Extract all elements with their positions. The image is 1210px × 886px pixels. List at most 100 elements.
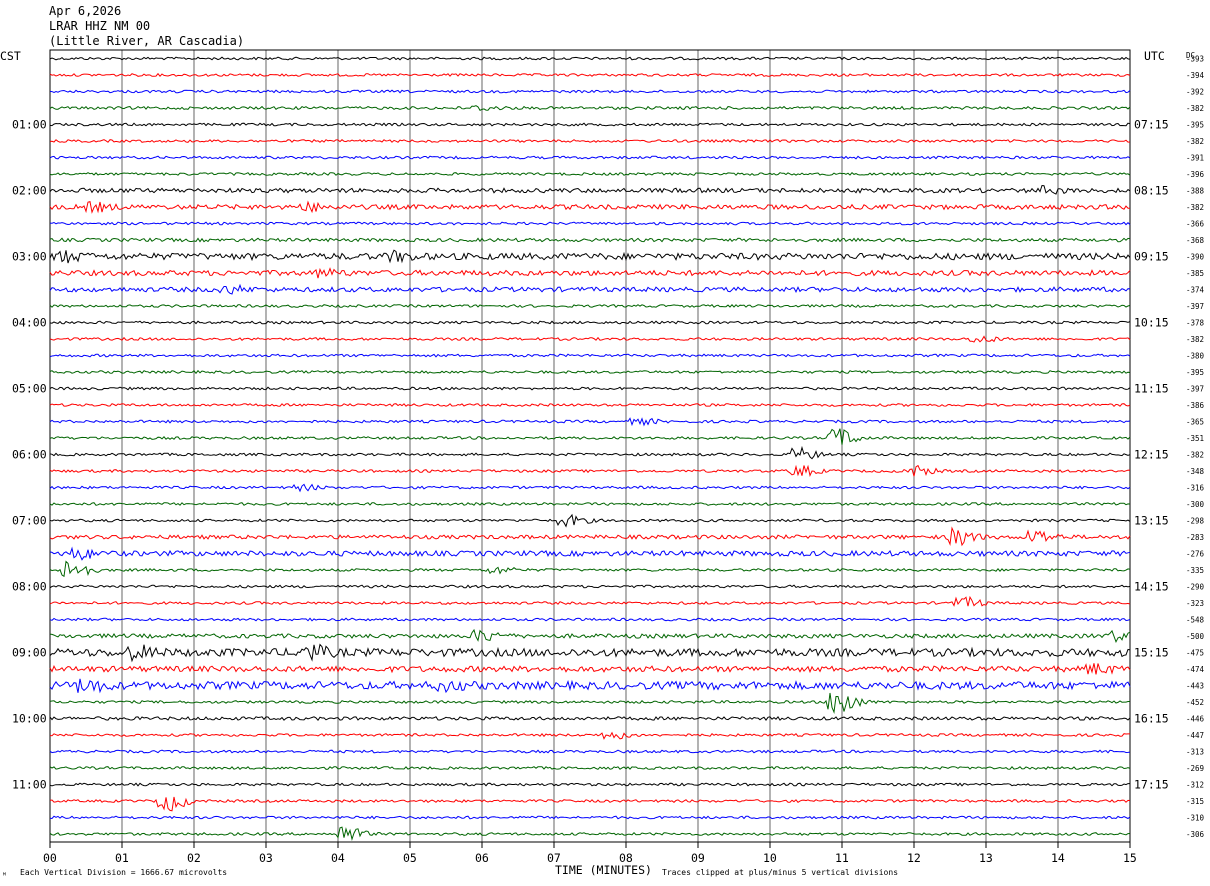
dc-offset-14: -374 <box>1186 286 1205 295</box>
utc-label-0: 07:15 <box>1134 118 1169 132</box>
dc-offset-3: -382 <box>1186 104 1204 113</box>
trace-43 <box>49 765 1131 771</box>
trace-44 <box>49 782 1130 787</box>
dc-offset-2: -392 <box>1186 88 1204 97</box>
dc-offset-21: -386 <box>1186 401 1205 410</box>
x-tick-label-01: 01 <box>115 851 129 865</box>
trace-21 <box>49 403 1131 408</box>
x-tick-label-10: 10 <box>763 851 777 865</box>
trace-28 <box>49 513 1131 528</box>
cst-label-2: 03:00 <box>12 250 47 264</box>
left-timezone-label: CST <box>0 49 21 63</box>
cst-label-3: 04:00 <box>12 316 47 330</box>
trace-20 <box>49 386 1131 391</box>
cst-label-7: 08:00 <box>12 580 47 594</box>
seismic-traces <box>49 56 1131 841</box>
dc-offset-16: -378 <box>1186 319 1205 328</box>
utc-hour-labels: 07:15 08:15 09:15 10:15 11:15 12:15 13:15 14:15… <box>1134 118 1169 792</box>
trace-45 <box>49 796 1131 812</box>
cst-label-1: 02:00 <box>12 184 47 198</box>
minute-gridlines <box>121 50 1059 842</box>
cst-label-5: 06:00 <box>12 448 47 462</box>
dc-offset-1: -394 <box>1186 71 1205 80</box>
trace-36 <box>49 643 1131 663</box>
x-tick-label-06: 06 <box>475 851 489 865</box>
trace-40 <box>49 716 1131 722</box>
dc-offset-12: -390 <box>1186 253 1205 262</box>
trace-10 <box>49 221 1131 226</box>
x-tick-label-15: 15 <box>1123 851 1137 865</box>
cst-hour-labels: 01:00 02:00 03:00 04:00 05:00 06:00 07:00 08:00… <box>12 118 47 792</box>
trace-0 <box>49 56 1131 61</box>
dc-offset-18: -380 <box>1186 352 1205 361</box>
trace-35 <box>49 628 1131 644</box>
header-location: (Little River, AR Cascadia) <box>49 34 244 48</box>
cst-label-9: 10:00 <box>12 712 47 726</box>
dc-offset-13: -385 <box>1186 269 1204 278</box>
utc-label-10: 17:15 <box>1134 778 1169 792</box>
utc-label-1: 08:15 <box>1134 184 1169 198</box>
x-tick-label-05: 05 <box>403 851 417 865</box>
trace-30 <box>49 546 1131 561</box>
clip-note: Traces clipped at plus/minus 5 vertical … <box>662 868 898 877</box>
cst-label-4: 05:00 <box>12 382 47 396</box>
utc-label-8: 15:15 <box>1134 646 1169 660</box>
trace-37 <box>49 663 1131 675</box>
cst-label-10: 11:00 <box>12 778 47 792</box>
dc-offset-26: -316 <box>1186 484 1205 493</box>
utc-label-7: 14:15 <box>1134 580 1169 594</box>
dc-offset-19: -395 <box>1186 368 1204 377</box>
trace-27 <box>49 501 1131 506</box>
dc-label: DC <box>1186 51 1195 60</box>
utc-label-6: 13:15 <box>1134 514 1169 528</box>
trace-19 <box>49 369 1131 375</box>
cst-label-6: 07:00 <box>12 514 47 528</box>
corner-mark: ᴹ <box>2 871 7 880</box>
dc-offset-29: -283 <box>1186 533 1204 542</box>
trace-8 <box>49 184 1131 195</box>
x-tick-label-09: 09 <box>691 851 705 865</box>
dc-offset-46: -310 <box>1186 814 1205 823</box>
scale-note: Each Vertical Division = 1666.67 microvo… <box>20 868 227 877</box>
dc-offset-28: -298 <box>1186 517 1205 526</box>
dc-offset-7: -396 <box>1186 170 1205 179</box>
dc-offset-25: -348 <box>1186 467 1205 476</box>
trace-18 <box>49 353 1131 358</box>
dc-offset-labels: -393 -394 -392 -382 -395 -382 -391 -396 -388 -382… <box>1186 55 1205 840</box>
dc-offset-4: -395 <box>1186 121 1204 130</box>
dc-offset-10: -366 <box>1186 220 1205 229</box>
dc-offset-0: -393 <box>1186 55 1204 64</box>
dc-offset-41: -447 <box>1186 731 1204 740</box>
header-station: LRAR HHZ NM 00 <box>49 19 150 33</box>
dc-offset-5: -382 <box>1186 137 1204 146</box>
dc-offset-15: -397 <box>1186 302 1204 311</box>
x-tick-label-08: 08 <box>619 851 633 865</box>
dc-offset-45: -315 <box>1186 797 1204 806</box>
x-tick-label-03: 03 <box>259 851 273 865</box>
plot-frame <box>49 49 1131 843</box>
x-axis-title: TIME (MINUTES) <box>555 863 652 877</box>
cst-label-8: 09:00 <box>12 646 47 660</box>
x-tick-label-07: 07 <box>547 851 561 865</box>
dc-offset-32: -290 <box>1186 583 1205 592</box>
utc-label-2: 09:15 <box>1134 250 1169 264</box>
trace-14 <box>49 283 1131 295</box>
dc-offset-8: -388 <box>1186 187 1205 196</box>
trace-5 <box>49 138 1131 143</box>
x-tick-label-11: 11 <box>835 851 849 865</box>
trace-33 <box>49 595 1131 607</box>
trace-29 <box>49 526 1131 547</box>
x-tick-label-00: 00 <box>43 851 57 865</box>
trace-47 <box>49 826 1131 841</box>
dc-offset-36: -475 <box>1186 649 1204 658</box>
dc-offset-43: -269 <box>1186 764 1204 773</box>
header-date: Apr 6,2026 <box>49 4 121 18</box>
trace-23 <box>49 428 1131 445</box>
x-tick-label-12: 12 <box>907 851 921 865</box>
trace-42 <box>49 749 1131 754</box>
trace-11 <box>49 237 1131 243</box>
trace-34 <box>49 617 1131 622</box>
x-tick-label-02: 02 <box>187 851 201 865</box>
utc-label-9: 16:15 <box>1134 712 1169 726</box>
